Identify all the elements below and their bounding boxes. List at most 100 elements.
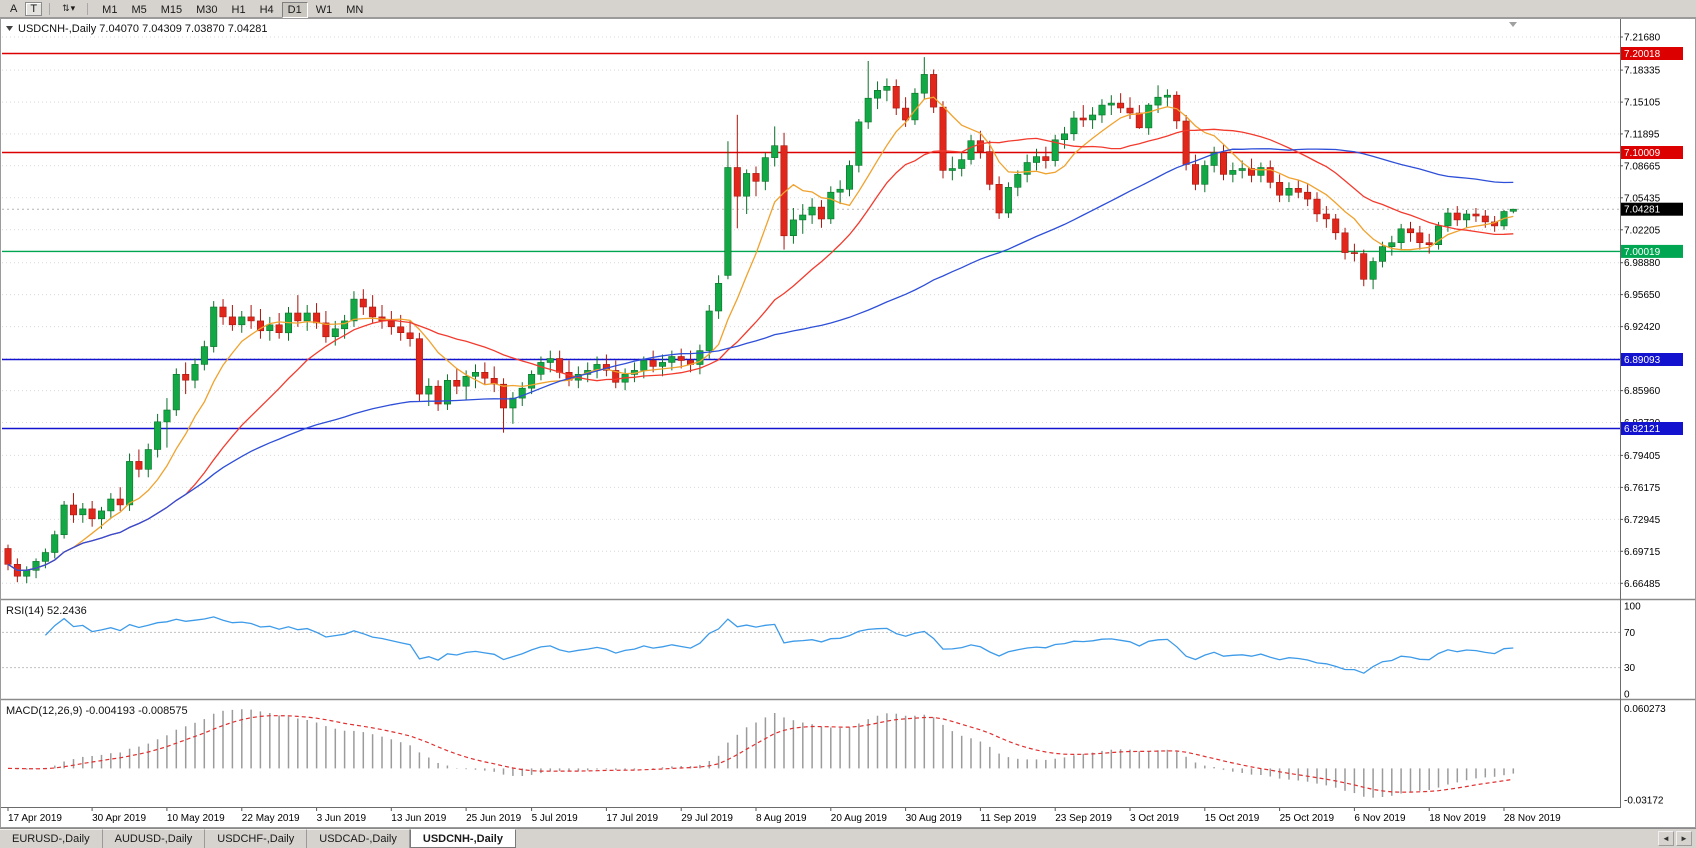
price-tick-label: 7.21680 — [1624, 33, 1661, 44]
price-tick-label: 6.92420 — [1624, 322, 1661, 333]
rsi-tick-label: 0 — [1624, 690, 1630, 701]
timeframe-button-h4[interactable]: H4 — [259, 3, 274, 16]
date-tick-label: 13 Jun 2019 — [391, 813, 446, 824]
rsi-tick-label: 100 — [1624, 602, 1641, 613]
level-price-badge-label: 6.89093 — [1624, 355, 1661, 366]
price-tick-label: 6.69715 — [1624, 547, 1661, 558]
toolbar-button-t[interactable]: T — [25, 1, 43, 16]
chart-tab-usdchf[interactable]: USDCHF-,Daily — [205, 829, 308, 848]
tab-scroll-controls: ◄ ► — [1658, 829, 1696, 848]
price-tick-label: 6.95650 — [1624, 290, 1661, 301]
timeframe-group: M1 M5 M15 M30 H1 H4 D1 W1 MN — [95, 0, 370, 18]
macd-label: MACD(12,26,9) -0.004193 -0.008575 — [6, 705, 188, 717]
grid-layer — [2, 36, 1620, 584]
date-tick-label: 17 Apr 2019 — [8, 813, 62, 824]
level-lines[interactable] — [2, 52, 1620, 430]
price-tick-label: 7.08665 — [1624, 161, 1661, 172]
date-tick-label: 5 Jul 2019 — [532, 813, 579, 824]
price-tick-label: 6.72945 — [1624, 515, 1661, 526]
timeframe-button-m30[interactable]: M30 — [196, 3, 218, 16]
price-tick-label: 7.15105 — [1624, 98, 1661, 109]
price-tick-label: 7.11895 — [1624, 129, 1660, 140]
tabs-scroll-right-button[interactable]: ► — [1676, 831, 1692, 846]
timeframe-button-w1[interactable]: W1 — [315, 3, 333, 16]
chart-tools-dropdown[interactable]: ⇅ ▾ — [57, 2, 80, 16]
price-tick-label: 6.98880 — [1624, 258, 1661, 269]
toolbar-separator — [87, 2, 89, 15]
date-tick-label: 17 Jul 2019 — [606, 813, 658, 824]
ma-mid-red — [7, 128, 1514, 571]
tabs-scroll-left-button[interactable]: ◄ — [1658, 831, 1674, 846]
price-tick-label: 6.76175 — [1624, 483, 1661, 494]
timeframe-button-m5[interactable]: M5 — [131, 3, 147, 16]
date-tick-label: 30 Aug 2019 — [906, 813, 963, 824]
date-tick-label: 6 Nov 2019 — [1354, 813, 1406, 824]
level-price-badge-label: 7.20018 — [1624, 49, 1661, 60]
toolbar-separator — [49, 2, 51, 15]
tabbar-spacer — [516, 829, 1658, 848]
ohlc-title-text: USDCNH-,Daily 7.04070 7.04309 7.03870 7.… — [18, 23, 268, 35]
timeframe-button-m15[interactable]: M15 — [160, 3, 183, 16]
chart-canvas[interactable]: USDCNH-,Daily 7.04070 7.04309 7.03870 7.… — [0, 18, 1696, 828]
price-tick-label: 6.85960 — [1624, 386, 1661, 397]
date-tick-label: 25 Jun 2019 — [466, 813, 521, 824]
level-price-badge — [1621, 244, 1683, 258]
pane-frames — [0, 18, 1696, 828]
date-tick-label: 30 Apr 2019 — [92, 813, 146, 824]
price-tick-label: 7.05435 — [1624, 193, 1661, 204]
sort-arrows-icon: ⇅ — [62, 3, 70, 13]
rsi-pane: RSI(14) 52.2436 — [2, 605, 1620, 674]
current-price-badge-label: 7.04281 — [1624, 205, 1661, 216]
chart-shift-marker-icon[interactable] — [1509, 22, 1517, 27]
macd-tick-label: -0.03172 — [1624, 795, 1664, 806]
rsi-line — [44, 616, 1514, 674]
date-tick-label: 29 Jul 2019 — [681, 813, 733, 824]
chart-tab-usdcnh[interactable]: USDCNH-,Daily — [409, 829, 516, 848]
level-price-badge — [1621, 146, 1683, 159]
chart-tab-bar: EURUSD-,Daily AUDUSD-,Daily USDCHF-,Daily U… — [0, 828, 1696, 848]
timeframe-button-m1[interactable]: M1 — [102, 3, 118, 16]
macd-tick-label: 0.060273 — [1624, 704, 1666, 715]
price-tick-label: 7.18335 — [1624, 66, 1661, 77]
price-tick-label: 6.79405 — [1624, 451, 1661, 462]
chart-tab-eurusd[interactable]: EURUSD-,Daily — [0, 829, 103, 848]
price-axis[interactable]: 7.21680 7.18335 7.15105 7.11895 7.08665 7.054… — [1620, 33, 1683, 807]
current-price-badge — [1621, 202, 1683, 216]
date-tick-label: 23 Sep 2019 — [1055, 813, 1112, 824]
level-price-badge — [1621, 422, 1683, 435]
date-tick-label: 3 Oct 2019 — [1130, 813, 1179, 824]
date-tick-label: 3 Jun 2019 — [317, 813, 367, 824]
date-tick-label: 28 Nov 2019 — [1504, 813, 1561, 824]
date-tick-label: 20 Aug 2019 — [831, 813, 888, 824]
chart-tab-usdcad[interactable]: USDCAD-,Daily — [307, 829, 410, 848]
level-price-badge-label: 7.10009 — [1624, 148, 1661, 159]
date-tick-label: 25 Oct 2019 — [1280, 813, 1335, 824]
timeframe-button-mn[interactable]: MN — [346, 3, 364, 16]
chart-area[interactable]: USDCNH-,Daily 7.04070 7.04309 7.03870 7.… — [0, 18, 1696, 828]
date-tick-label: 15 Oct 2019 — [1205, 813, 1260, 824]
level-price-badge — [1621, 353, 1683, 366]
candles-layer — [4, 57, 1517, 584]
rsi-label: RSI(14) 52.2436 — [6, 605, 87, 617]
symbol-dropdown-icon[interactable] — [6, 26, 13, 31]
toolbar-button-a[interactable]: A — [5, 2, 22, 16]
chart-tabs: EURUSD-,Daily AUDUSD-,Daily USDCHF-,Daily U… — [0, 829, 516, 848]
chevron-down-icon: ▾ — [70, 3, 76, 13]
price-tick-label: 7.02205 — [1624, 225, 1661, 236]
macd-pane: MACD(12,26,9) -0.004193 -0.008575 — [6, 705, 1515, 798]
ma-slow-blue — [7, 148, 1514, 571]
date-tick-label: 22 May 2019 — [242, 813, 300, 824]
rsi-tick-label: 70 — [1624, 628, 1636, 639]
timeframe-button-d1[interactable]: D1 — [281, 1, 308, 18]
date-tick-label: 11 Sep 2019 — [980, 813, 1036, 824]
level-price-badge — [1621, 47, 1683, 60]
chart-title: USDCNH-,Daily 7.04070 7.04309 7.03870 7.… — [6, 23, 268, 35]
level-price-badge-label: 7.00019 — [1624, 247, 1661, 258]
chart-tab-audusd[interactable]: AUDUSD-,Daily — [102, 829, 206, 848]
date-axis[interactable]: 17 Apr 2019 30 Apr 2019 10 May 2019 22 May … — [7, 808, 1561, 824]
date-tick-label: 10 May 2019 — [167, 813, 225, 824]
date-tick-label: 8 Aug 2019 — [756, 813, 807, 824]
timeframe-button-h1[interactable]: H1 — [231, 3, 246, 16]
date-tick-label: 18 Nov 2019 — [1429, 813, 1486, 824]
